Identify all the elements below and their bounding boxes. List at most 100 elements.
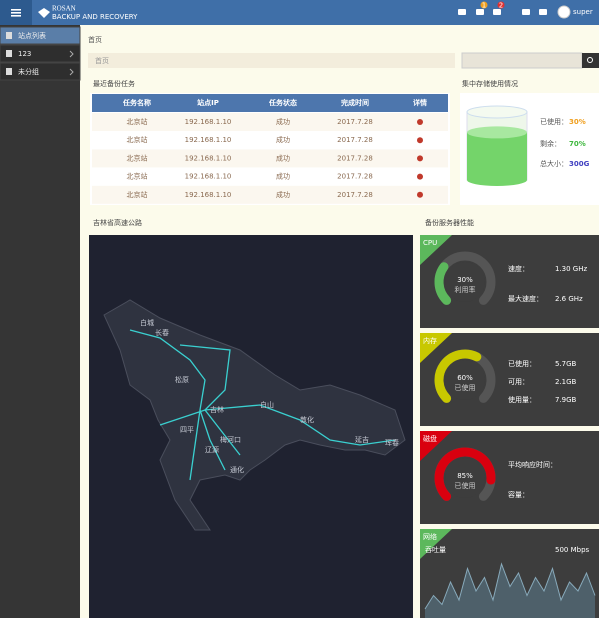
metric-label: 容量： bbox=[508, 490, 529, 499]
card-corner bbox=[420, 333, 452, 363]
table-cell: 成功 bbox=[276, 135, 290, 144]
table-cell: 2017.7.28 bbox=[337, 173, 373, 181]
logo-subtitle: BACKUP AND RECOVERY bbox=[52, 13, 138, 21]
traffic-line bbox=[424, 562, 596, 610]
metric-value: 2.1GB bbox=[555, 378, 577, 386]
gauge-percent: 30% bbox=[457, 276, 473, 284]
table-header bbox=[92, 94, 448, 112]
gauge-percent: 60% bbox=[457, 374, 473, 382]
gauge-caption: 已使用 bbox=[455, 383, 476, 392]
highway bbox=[129, 329, 396, 481]
panel-title: 集中存储使用情况 bbox=[462, 79, 518, 88]
gauge-value bbox=[434, 447, 496, 501]
gauge-caption: 利用率 bbox=[455, 285, 476, 294]
table-cell: 成功 bbox=[276, 153, 290, 162]
table-cell: 北京站 bbox=[127, 153, 148, 162]
metric-label: 速度： bbox=[508, 264, 529, 273]
cylinder-free bbox=[467, 132, 527, 180]
traffic-area bbox=[425, 564, 595, 618]
table-cell: 北京站 bbox=[127, 117, 148, 126]
gauge-value bbox=[434, 349, 482, 403]
bell-icon[interactable] bbox=[493, 9, 501, 15]
detail-icon[interactable] bbox=[417, 119, 423, 125]
city-label: 长春 bbox=[155, 328, 169, 337]
breadcrumb[interactable]: 首页 bbox=[95, 56, 109, 65]
sidebar-label[interactable]: 站点列表 bbox=[18, 31, 46, 40]
badge-count: 2 bbox=[499, 2, 503, 10]
headset-icon[interactable] bbox=[539, 9, 547, 15]
panel-title: 最近备份任务 bbox=[93, 79, 135, 88]
storage-value: 70% bbox=[569, 140, 586, 148]
table-cell: 北京站 bbox=[127, 135, 148, 144]
storage-value: 300G bbox=[569, 160, 590, 168]
table-cell: 成功 bbox=[276, 190, 290, 199]
storage-label: 已使用： bbox=[540, 117, 568, 126]
card-corner bbox=[420, 235, 452, 265]
throughput-label: 吞吐量 bbox=[425, 545, 446, 554]
city-label: 延吉 bbox=[355, 435, 369, 444]
search-icon bbox=[587, 57, 593, 63]
sidebar-icon bbox=[6, 68, 12, 75]
detail-icon[interactable] bbox=[417, 173, 423, 180]
table-cell: 成功 bbox=[276, 117, 290, 126]
gauge-caption: 已使用 bbox=[455, 481, 476, 490]
storage-label: 总大小： bbox=[540, 159, 568, 168]
table-cell: 2017.7.28 bbox=[337, 154, 373, 162]
sidebar-icon bbox=[6, 32, 12, 39]
table-cell: 192.168.1.10 bbox=[185, 173, 232, 181]
logo-icon bbox=[38, 8, 50, 18]
chat-icon[interactable] bbox=[522, 9, 530, 15]
city-label: 吉林 bbox=[210, 405, 224, 414]
mail-icon[interactable] bbox=[476, 9, 484, 15]
page-title: 首页 bbox=[88, 35, 102, 44]
search-input[interactable] bbox=[461, 52, 583, 69]
gauge-center bbox=[445, 458, 485, 498]
table-row bbox=[92, 149, 448, 168]
table-cell: 2017.7.28 bbox=[337, 191, 373, 199]
metric-value: 7.9GB bbox=[555, 396, 577, 404]
column-header: 任务状态 bbox=[268, 98, 297, 107]
user-name[interactable]: super bbox=[573, 8, 593, 16]
user-avatar[interactable] bbox=[557, 5, 571, 19]
sidebar-label[interactable]: 未分组 bbox=[18, 67, 39, 76]
city-label: 松原 bbox=[175, 375, 189, 384]
column-header: 完成时间 bbox=[341, 98, 369, 107]
table-cell: 192.168.1.10 bbox=[185, 136, 232, 144]
city-label: 通化 bbox=[230, 465, 244, 474]
sidebar bbox=[0, 25, 80, 618]
metric-label: 已使用： bbox=[508, 359, 536, 368]
search-button[interactable] bbox=[582, 53, 599, 68]
sidebar-item[interactable] bbox=[0, 62, 81, 81]
detail-icon[interactable] bbox=[417, 137, 423, 144]
badge bbox=[480, 1, 488, 9]
throughput-value: 500 Mbps bbox=[555, 546, 590, 554]
menu-icon bbox=[11, 12, 21, 14]
detail-icon[interactable] bbox=[417, 155, 423, 162]
column-header: 详情 bbox=[413, 98, 427, 107]
sidebar-item[interactable] bbox=[0, 44, 81, 63]
detail-icon[interactable] bbox=[417, 191, 423, 198]
table-row bbox=[92, 131, 448, 150]
logo-title: ROSAN bbox=[52, 5, 76, 13]
city-label: 辽源 bbox=[205, 445, 219, 454]
metric-label: 使用量： bbox=[508, 395, 536, 404]
card-name: 网络 bbox=[423, 532, 437, 541]
city-label: 白城 bbox=[140, 318, 154, 327]
sidebar-item[interactable] bbox=[0, 26, 81, 45]
column-header: 站点IP bbox=[197, 98, 219, 107]
cylinder-level bbox=[467, 126, 527, 139]
storage-value: 30% bbox=[569, 118, 586, 126]
cylinder-bottom bbox=[467, 174, 527, 186]
metric-label: 最大速度： bbox=[508, 294, 543, 303]
table-row bbox=[92, 113, 448, 131]
list-icon[interactable] bbox=[458, 9, 466, 15]
metric-value: 2.6 GHz bbox=[555, 295, 583, 303]
card-corner bbox=[420, 529, 452, 559]
city-label: 梅河口 bbox=[220, 435, 241, 444]
table-cell: 192.168.1.10 bbox=[185, 118, 232, 126]
province-shape bbox=[103, 299, 406, 531]
sidebar-label[interactable]: 123 bbox=[18, 50, 31, 58]
metric-value: 1.30 GHz bbox=[555, 265, 587, 273]
city-label: 四平 bbox=[180, 426, 194, 434]
